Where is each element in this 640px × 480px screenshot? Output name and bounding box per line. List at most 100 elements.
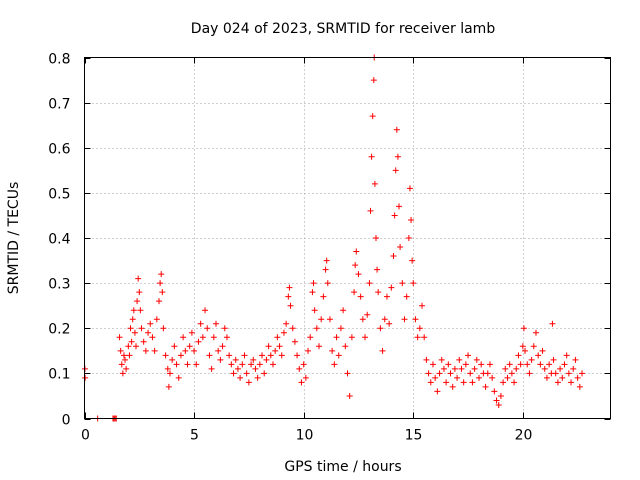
data-point [462,361,469,368]
y-tick-label: 0.1 [48,367,70,383]
data-point [164,365,171,372]
data-point [267,352,274,359]
data-point [410,280,417,287]
data-point [447,370,454,377]
data-point [158,271,165,278]
data-point [191,347,198,354]
data-point [532,329,539,336]
data-point [412,316,419,323]
data-point [221,325,228,332]
data-point [353,248,360,255]
data-point [381,316,388,323]
data-point [130,307,137,314]
data-point [199,334,206,341]
plot-frame [84,57,611,419]
x-axis-label: GPS time / hours [284,459,401,475]
data-point [409,257,416,264]
data-point [489,374,496,381]
data-point [337,325,344,332]
data-point [476,374,482,381]
data-point [359,316,366,323]
data-point [82,374,89,381]
data-point [171,343,178,350]
data-point [250,356,257,363]
data-point [118,361,125,368]
data-point [157,280,164,287]
data-point [397,244,404,251]
data-point [432,374,439,381]
data-point [460,379,467,386]
data-point [449,383,456,390]
data-point [416,325,423,332]
data-point [333,334,340,341]
data-point [162,352,169,359]
y-tick-label: 0.4 [48,232,70,248]
data-point [125,343,132,350]
data-point [434,388,441,395]
data-point [294,352,301,359]
data-point [351,289,358,296]
data-point [508,370,515,377]
data-point [554,379,561,386]
data-point [493,397,500,404]
data-point [559,374,566,381]
data-point [471,365,478,372]
data-point [369,113,376,120]
data-point [478,361,485,368]
data-point [135,275,142,282]
data-point [355,271,362,278]
data-point [134,298,141,305]
data-point [513,365,520,372]
data-point [340,307,347,314]
data-point [443,379,450,386]
data-point [391,212,398,219]
data-point [484,370,491,377]
data-point [151,347,158,354]
data-point [570,365,577,372]
data-point [252,365,259,372]
data-point [375,289,382,296]
data-point [298,379,305,386]
data-point [138,325,145,332]
data-point [421,334,428,341]
data-point [323,257,330,264]
data-point [451,365,458,372]
data-point [261,370,268,377]
x-tick-label: 0 [81,428,90,444]
data-point [568,379,575,386]
data-point [286,284,293,291]
data-point [396,203,403,210]
data-point [243,370,250,377]
data-point [186,343,193,350]
data-point [320,293,327,300]
data-point [193,361,200,368]
data-point [278,352,285,359]
data-point [408,216,415,223]
data-point [552,370,559,377]
data-point [331,361,338,368]
data-point [482,383,489,390]
data-point [182,347,189,354]
data-point [458,365,465,372]
data-point [289,325,296,332]
data-point [206,352,213,359]
data-point [440,365,447,372]
data-point [465,352,472,359]
data-point [142,347,149,354]
data-point [296,365,303,372]
data-point [313,325,320,332]
data-point [401,316,408,323]
y-tick-label: 0.8 [48,52,70,68]
data-point [149,334,156,341]
data-point [285,293,292,300]
data-point [364,311,371,318]
data-point [226,352,233,359]
data-point [140,338,147,345]
data-point [377,325,384,332]
data-point [504,374,511,381]
data-point [522,347,529,354]
data-point [379,347,386,354]
data-point [372,235,379,241]
data-point [175,374,182,381]
